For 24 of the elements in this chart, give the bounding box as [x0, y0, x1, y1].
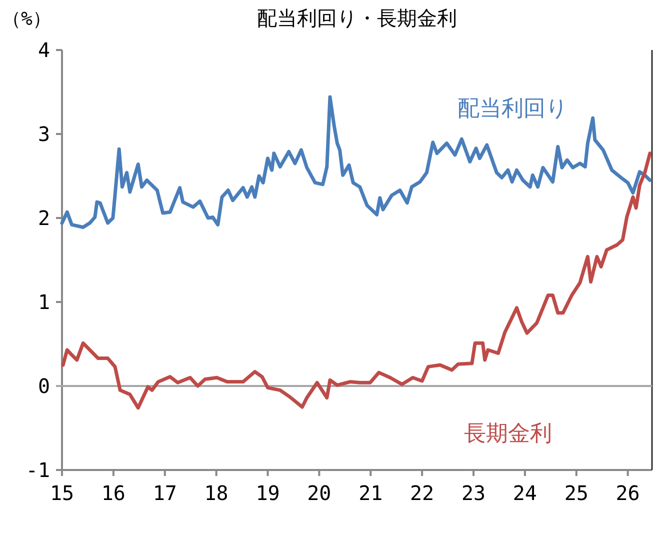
- x-tick-label: 21: [358, 481, 383, 505]
- x-tick-label: 18: [204, 481, 228, 505]
- line-series: [61, 152, 652, 410]
- series-label: 配当利回り: [458, 96, 569, 122]
- y-axis-title: （%）: [2, 8, 52, 30]
- y-tick-label: -1: [26, 458, 50, 482]
- x-tick-label: 25: [564, 481, 588, 505]
- y-tick-label: 2: [38, 206, 50, 230]
- x-tick-label: 23: [461, 481, 486, 505]
- x-tick-label: 22: [410, 481, 434, 505]
- x-tick-label: 24: [512, 481, 537, 505]
- x-tick-label: 16: [101, 481, 126, 505]
- y-tick-label: 3: [38, 122, 50, 146]
- y-tick-label: 1: [38, 290, 50, 314]
- y-tick-label: 4: [38, 38, 50, 62]
- line-series: [60, 95, 652, 229]
- x-tick-label: 15: [50, 481, 74, 505]
- x-tick-label: 20: [307, 481, 332, 505]
- y-tick-label: 0: [38, 374, 50, 398]
- x-tick-label: 19: [256, 481, 280, 505]
- text: 長期金利: [464, 422, 552, 447]
- chart-title: 配当利回り・長期金利: [257, 6, 457, 30]
- x-tick-label: 26: [616, 481, 640, 505]
- x-tick-label: 17: [152, 481, 177, 505]
